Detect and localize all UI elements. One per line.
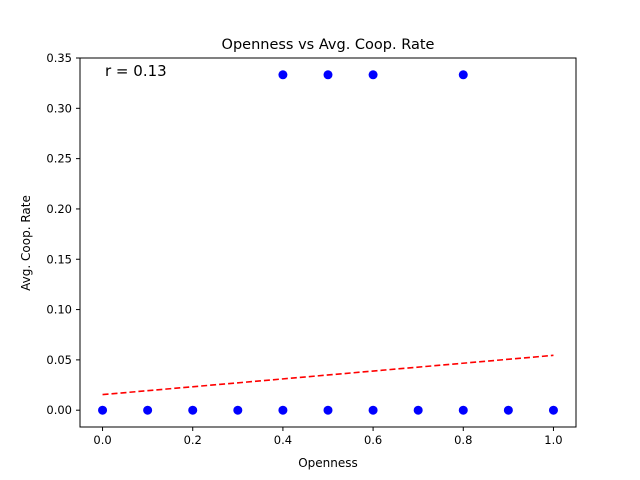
scatter-point [278,405,288,415]
scatter-point [323,405,333,415]
y-tick-label: 0.30 [46,101,72,115]
x-tick-label: 0.0 [93,433,111,447]
x-tick-label: 0.4 [274,433,292,447]
x-axis-label: Openness [298,456,358,470]
axes-frame [79,57,577,428]
y-tick-label: 0.05 [46,353,72,367]
y-tick-label: 0.10 [46,303,72,317]
scatter-point [323,70,333,80]
scatter-point [98,405,108,415]
correlation-annotation: r = 0.13 [105,62,167,80]
scatter-point [368,405,378,415]
scatter-point [458,405,468,415]
y-tick-label: 0.35 [46,51,72,65]
scatter-point [548,405,558,415]
y-tick-label: 0.25 [46,152,72,166]
scatter-point [278,70,288,80]
scatter-point [503,405,513,415]
x-tick-label: 0.8 [454,433,472,447]
x-tick-label: 0.6 [364,433,382,447]
y-tick-label: 0.00 [46,403,72,417]
y-tick-label: 0.15 [46,252,72,266]
trend-line [102,354,554,396]
scatter-point [413,405,423,415]
scatter-point [368,70,378,80]
scatter-point [233,405,243,415]
y-axis-label: Avg. Coop. Rate [19,195,33,291]
y-tick-label: 0.20 [46,202,72,216]
scatter-point [458,70,468,80]
scatter-point [188,405,198,415]
plot-area: 0.0 0.2 0.4 0.6 0.8 1.0 0.00 0.05 0.10 0.15 0.20 0.… [46,51,577,447]
x-tick-label: 0.2 [184,433,202,447]
x-tick-label: 1.0 [544,433,562,447]
chart-title: Openness vs Avg. Coop. Rate [222,37,435,53]
scatter-point [143,405,153,415]
